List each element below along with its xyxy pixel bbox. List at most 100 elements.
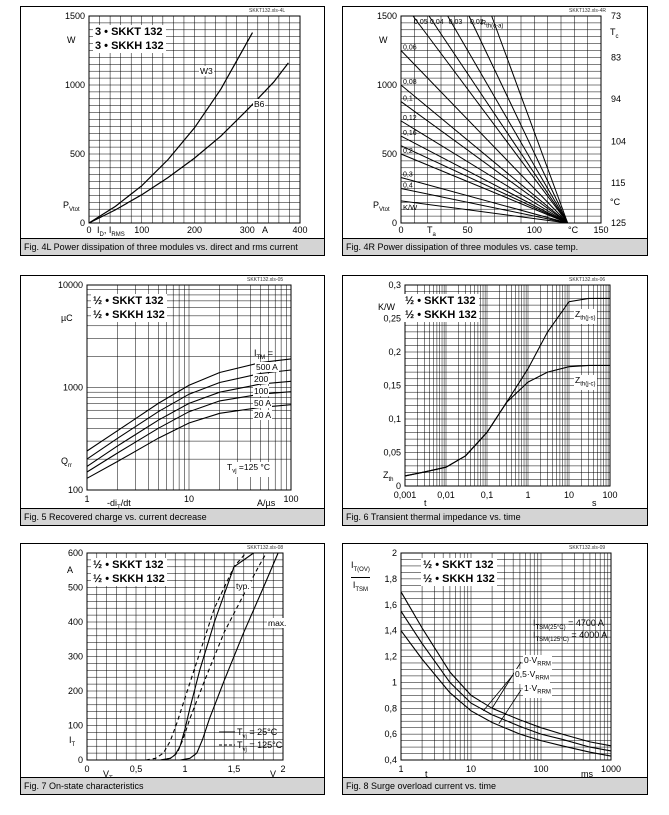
y-tick-label: 0 <box>80 218 85 228</box>
label-typ: typ. <box>235 581 251 591</box>
x-tick-label: 1 <box>525 490 530 500</box>
series-label-200: 200 <box>253 374 270 384</box>
right-tick-label: 125 <box>611 218 626 228</box>
legend-entry-sub: vj <box>242 733 247 740</box>
x-tick-label: 100 <box>134 225 149 235</box>
series-label-sub: RRM <box>537 661 551 668</box>
chart-fig6: 0,001 0,01 0,1 1 10 100 0 0,05 0,1 0,15 0,2 0,25 0,3… <box>342 275 648 526</box>
itsm-text: = 4000 A <box>568 630 608 640</box>
rth-line-label: 0,06 <box>403 45 417 52</box>
x-label-sub: T <box>117 505 121 511</box>
caption: Fig. 8 Surge overload current vs. time <box>343 777 647 794</box>
file-id: SKKT132.xls-08 <box>247 545 284 551</box>
series-label-main: 1·V <box>524 683 538 693</box>
series-label-w3: W3 <box>199 66 214 76</box>
rth-line <box>400 101 568 224</box>
y-tick-label: 400 <box>68 617 83 627</box>
x-label-sub: a <box>432 231 436 238</box>
x-label: ID, IRMS <box>97 225 125 240</box>
series-label-20a: 20 A <box>253 410 273 420</box>
annotation-tail: =125 °C <box>236 462 270 472</box>
y-label-main: I <box>69 735 72 745</box>
series-label-sub: RRM <box>535 675 549 682</box>
plot-frame <box>86 284 292 491</box>
rth-line <box>428 15 569 224</box>
title-line-1: ½ • SKKT 132 <box>405 295 476 307</box>
y-tick-label: 100 <box>68 721 83 731</box>
legend-entry-prefix: T <box>237 727 243 737</box>
file-id: SKKT132.xls-09 <box>569 545 606 551</box>
x-label-p2: , I <box>103 225 112 235</box>
x-tick-label: 0,001 <box>394 490 417 500</box>
series-label-500a: 500 A <box>255 362 279 372</box>
series-label-zthjc: Zth(j-c) <box>574 375 597 390</box>
itsm-prefix: I <box>533 630 536 640</box>
itsm-sub: TSM(25°C) <box>535 624 566 631</box>
rth-line-label: 0,08 <box>403 79 417 86</box>
title-line-2: ½ • SKKH 132 <box>423 573 495 585</box>
y-tick-label: 500 <box>68 583 83 593</box>
rth-line-label: 0,03 <box>449 19 463 26</box>
right-axis-label-main: T <box>610 27 616 37</box>
x-tick-label: 150 <box>593 225 608 235</box>
x-unit: A/µs <box>257 498 276 508</box>
rth-label-main: R <box>481 20 487 27</box>
y-tick-label: 600 <box>68 548 83 558</box>
y-num-sub: T(OV) <box>353 566 370 573</box>
title-line-1: ½ • SKKT 132 <box>423 559 494 571</box>
series-label-zthjs-main: Z <box>575 309 581 319</box>
series-label-zthjs-sub: th(j-s) <box>580 315 596 322</box>
y-tick-label: 200 <box>68 686 83 696</box>
series-line-w3 <box>88 32 254 224</box>
series-label-sub: RRM <box>537 689 551 696</box>
rth-line-label: 0,16 <box>403 130 417 137</box>
x-tick-label: 10 <box>564 490 574 500</box>
chart-fig5: 1 10 100 100 1000 10000 SKKT132.xls-05 ½ • SK… <box>20 275 325 526</box>
plot-frame <box>86 552 284 761</box>
y-tick-label: 0 <box>392 218 397 228</box>
rth-line <box>400 135 568 224</box>
rth-line <box>400 200 568 224</box>
y-label-bar <box>351 576 370 578</box>
x-label-tail: /dt <box>120 498 131 508</box>
kw-label: K/W <box>403 203 418 212</box>
series-line <box>145 552 247 761</box>
y-label-sub: Vtot <box>379 206 390 213</box>
y-label-denominator: ITSM <box>351 580 370 595</box>
x-tick-label: 100 <box>283 494 298 504</box>
x-unit: ms <box>581 769 593 779</box>
right-axis-label-sub: c <box>615 33 619 40</box>
x-label-main: V <box>103 769 110 779</box>
series-label-main: 0·V <box>524 655 538 665</box>
rth-label-sub: th(c-a) <box>486 23 504 30</box>
chart-title: ½ • SKKT 132 ½ • SKKH 132 <box>403 294 479 322</box>
series-label-0vrrm: 0·VRRM <box>523 655 552 670</box>
rth-line <box>400 188 568 224</box>
plot-frame <box>88 15 301 224</box>
legend-header: ITM = <box>254 348 273 363</box>
y-tick-label: 0,6 <box>384 729 397 739</box>
x-label-p3: RMS <box>111 231 125 238</box>
y-tick-label: 0,15 <box>383 381 401 391</box>
x-tick-label: 1,5 <box>228 764 241 774</box>
series-line <box>86 369 292 460</box>
y-tick-label: 0,4 <box>384 755 397 765</box>
x-label: t <box>424 498 427 508</box>
annotation-tvj: Tvj =125 °C <box>226 462 271 477</box>
y-tick-label: 0,2 <box>388 347 401 357</box>
legend-header-main: I <box>254 348 257 358</box>
rth-line <box>400 153 568 224</box>
x-unit: s <box>592 498 597 508</box>
legend-entry-25c: Tvj = 25°C <box>237 727 277 742</box>
y-label-sub: T <box>71 741 76 748</box>
annotation-sub: vj <box>232 468 237 475</box>
x-tick-label: 100 <box>527 225 542 235</box>
title-line-2: ½ • SKKH 132 <box>405 309 477 321</box>
y-label-sub: Vtot <box>69 206 80 213</box>
itsm-prefix: I <box>533 618 536 628</box>
series-label-zthjc-main: Z <box>575 375 581 385</box>
series-label-zthjs: Zth(j-s) <box>574 309 597 324</box>
file-id: SKKT132.xls-4R <box>569 8 606 14</box>
chart-fig7: 0 0,5 1 1,5 2 0 100 200 300 400 500 600 SKKT132.xls… <box>20 543 325 795</box>
y-label-main: Q <box>61 456 69 466</box>
